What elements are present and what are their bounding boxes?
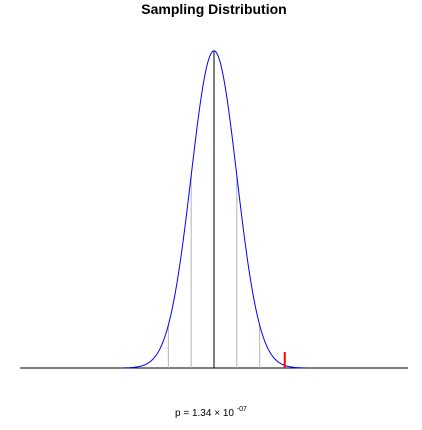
- density-curve: [122, 50, 306, 369]
- p-value-exponent: -07: [237, 406, 247, 413]
- chart-title: Sampling Distribution: [141, 1, 286, 17]
- p-value-base: p = 1.34 × 10: [175, 408, 234, 419]
- p-value-annotation: p = 1.34 × 10 -07: [175, 406, 247, 419]
- plot-area: [20, 50, 408, 369]
